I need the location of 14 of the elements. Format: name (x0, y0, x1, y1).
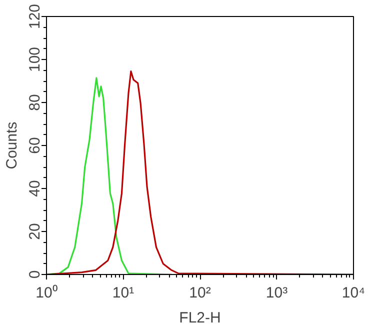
x-tick-label: 10¹ (112, 284, 134, 302)
y-tick-label: 60 (26, 137, 44, 154)
y-axis-title: Counts (4, 122, 20, 170)
y-tick-label: 40 (26, 180, 44, 197)
y-tick-label: 0 (26, 270, 44, 279)
x-tick-label: 10³ (266, 284, 288, 302)
y-tick-label: 80 (26, 94, 44, 111)
x-axis-title: FL2-H (179, 310, 221, 326)
x-tick-label: 10⁰ (36, 284, 58, 302)
y-tick-label: 120 (26, 4, 44, 30)
y-tick-label: 100 (26, 46, 44, 72)
x-tick-label: 10⁴ (342, 284, 366, 302)
x-tick-label: 10² (189, 284, 211, 302)
y-tick-label: 20 (26, 223, 44, 240)
